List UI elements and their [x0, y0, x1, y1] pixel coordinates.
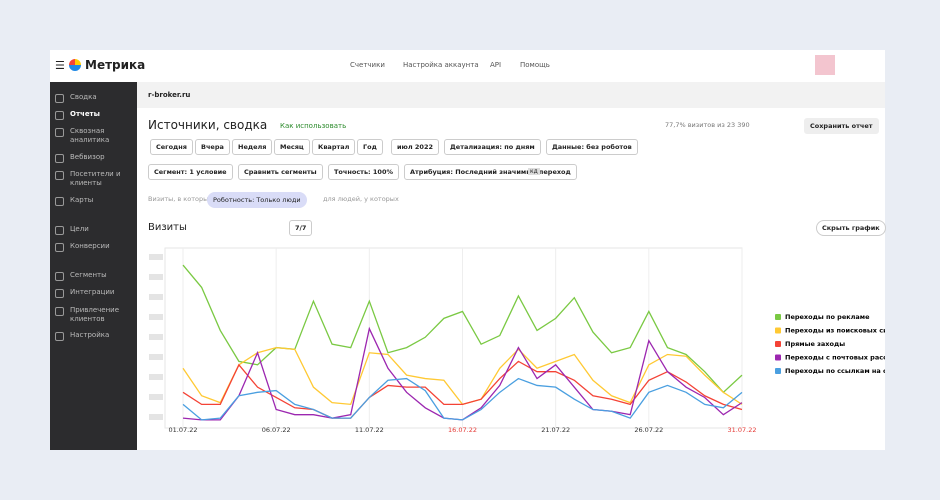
sidebar-item[interactable]: Сегменты: [70, 271, 107, 279]
sidebar-icon: [55, 307, 64, 316]
series-line: [182, 377, 743, 421]
filter-chip[interactable]: Роботность: Только люди: [207, 192, 307, 208]
counter-name[interactable]: r-broker.ru: [148, 91, 191, 99]
legend-swatch: [775, 354, 781, 361]
period-button[interactable]: Квартал: [312, 139, 356, 155]
legend-swatch: [775, 368, 781, 374]
legend-swatch: [775, 314, 781, 320]
legend-swatch: [775, 327, 781, 334]
stats: 77,7% визитов из 23 390: [665, 121, 750, 129]
filter-button[interactable]: Атрибуция: Последний значимый переход: [404, 164, 577, 180]
series-count[interactable]: 7/7: [289, 220, 313, 236]
x-tick-label: 11.07.22: [355, 426, 384, 434]
sidebar-icon: [55, 94, 64, 103]
blurred-label: [149, 294, 163, 300]
save-button[interactable]: Сохранить отчет: [804, 118, 879, 134]
blurred-label: [149, 354, 163, 360]
blurred-label: [149, 394, 163, 400]
sidebar-icon: [55, 272, 64, 281]
legend-label: Переходы по рекламе: [785, 313, 870, 321]
filter-button[interactable]: Данные: без роботов: [546, 139, 638, 155]
nav-link[interactable]: Помощь: [520, 61, 550, 69]
sidebar-icon: [55, 171, 64, 180]
sidebar-item[interactable]: Привлечение клиентов: [70, 306, 120, 323]
filter-button[interactable]: Точность: 100%: [328, 164, 399, 180]
counter-bar: [137, 82, 885, 108]
sidebar-icon: [55, 226, 64, 235]
filter-text: Визиты, в которых: [148, 195, 213, 203]
period-button[interactable]: Сегодня: [150, 139, 193, 155]
hide-chart[interactable]: Скрыть график: [816, 220, 886, 236]
nav-link[interactable]: Счетчики: [350, 61, 385, 69]
attribution-tag: кд: [528, 168, 540, 175]
sidebar-item[interactable]: Интеграции: [70, 288, 115, 296]
legend-label: Переходы из поисковых систем: [785, 327, 885, 335]
metric-label: Визиты: [148, 222, 187, 233]
x-tick-label: 16.07.22: [448, 426, 477, 434]
sidebar-item[interactable]: Карты: [70, 196, 94, 204]
filter-button[interactable]: июл 2022: [391, 139, 439, 155]
legend-label: Переходы по ссылкам на сайтах: [785, 367, 885, 375]
period-button[interactable]: Неделя: [232, 139, 273, 155]
sidebar-item[interactable]: Посетители и клиенты: [70, 170, 121, 187]
sidebar: [50, 82, 137, 450]
sidebar-icon: [55, 197, 64, 206]
window: [50, 50, 885, 450]
sidebar-item[interactable]: Сводка: [70, 93, 97, 101]
filter-button[interactable]: Сравнить сегменты: [238, 164, 323, 180]
sidebar-item[interactable]: Вебвизор: [70, 153, 105, 161]
sidebar-icon: [55, 243, 64, 252]
sidebar-icon: [55, 111, 64, 120]
period-button[interactable]: Месяц: [274, 139, 310, 155]
report-title: Источники, сводка: [148, 118, 268, 132]
x-tick-label: 26.07.22: [634, 426, 663, 434]
sidebar-item[interactable]: Настройка: [70, 331, 110, 339]
menu-icon[interactable]: ☰: [55, 59, 65, 72]
blurred-label: [149, 414, 163, 420]
filter-button[interactable]: Детализация: по дням: [444, 139, 541, 155]
blurred-label: [149, 274, 163, 280]
period-button[interactable]: Год: [357, 139, 383, 155]
series-line: [182, 360, 743, 419]
blurred-label: [149, 334, 163, 340]
legend-label: Переходы с почтовых рассылок: [785, 354, 885, 362]
sidebar-item[interactable]: Отчеты: [70, 110, 100, 118]
x-tick-label: 06.07.22: [262, 426, 291, 434]
blurred-label: [149, 314, 163, 320]
x-tick-label: 01.07.22: [169, 426, 198, 434]
blurred-label: [149, 374, 163, 380]
sidebar-icon: [55, 128, 64, 137]
logo-icon: [69, 59, 81, 71]
avatar[interactable]: [815, 55, 835, 75]
sidebar-icon: [55, 289, 64, 298]
logo[interactable]: Метрика: [85, 58, 146, 72]
blurred-label: [149, 254, 163, 260]
x-tick-label: 21.07.22: [541, 426, 570, 434]
plot-frame: [164, 247, 743, 429]
x-tick-label: 31.07.22: [728, 426, 757, 434]
chart: 01.07.22 06.07.22 11.07.22 16.07.22 21.07.22…: [149, 247, 885, 434]
legend-label: Прямые заходы: [785, 340, 845, 348]
legend-swatch: [775, 341, 781, 347]
sidebar-icon: [55, 154, 64, 163]
sidebar-item[interactable]: Конверсии: [70, 242, 110, 250]
sidebar-icon: [55, 332, 64, 341]
hint[interactable]: Как использовать: [280, 122, 347, 130]
sidebar-item[interactable]: Цели: [70, 225, 89, 233]
filter-text: для людей, у которых: [323, 195, 399, 203]
nav-link[interactable]: Настройка аккаунта: [403, 61, 479, 69]
period-button[interactable]: Вчера: [195, 139, 230, 155]
filter-button[interactable]: Сегмент: 1 условие: [148, 164, 233, 180]
sidebar-item[interactable]: Сквозная аналитика: [70, 127, 110, 144]
nav-link[interactable]: API: [490, 61, 502, 69]
